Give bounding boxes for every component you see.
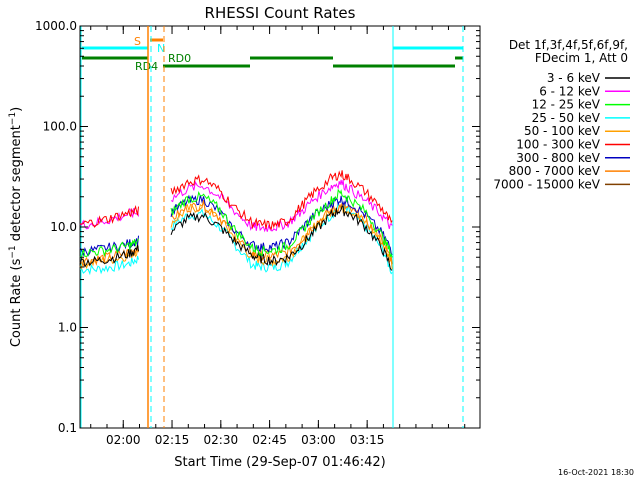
series-line — [79, 179, 393, 233]
legend-entry-label: 25 - 50 keV — [532, 111, 601, 125]
x-tick-label: 03:15 — [350, 433, 385, 447]
y-tick-label: 100.0 — [43, 120, 77, 134]
legend-entry-label: 6 - 12 keV — [539, 84, 601, 98]
x-tick-label: 02:45 — [252, 433, 287, 447]
legend-entry-label: 100 - 300 keV — [516, 138, 600, 152]
legend-entry-label: 12 - 25 keV — [532, 98, 601, 112]
x-tick-label: 02:00 — [106, 433, 141, 447]
y-axis-label: Count Rate (s−1 detector segment−1) — [8, 107, 24, 347]
legend-entry-label: 7000 - 15000 keV — [493, 177, 600, 191]
timestamp-text: 16-Oct-2021 18:30 — [558, 468, 634, 477]
flag-rd4-label: RD4 — [135, 60, 158, 73]
legend-entry-label: 800 - 7000 keV — [509, 164, 601, 178]
legend-entry-label: 50 - 100 keV — [524, 124, 601, 138]
legend-entry-label: 3 - 6 keV — [547, 71, 601, 85]
y-tick-label: 1.0 — [58, 321, 77, 335]
flag-rd0-label: RD0 — [168, 52, 191, 65]
x-axis-label: Start Time (29-Sep-07 01:46:42) — [174, 455, 385, 470]
y-tick-label: 0.1 — [58, 421, 77, 435]
x-tick-label: 02:30 — [204, 433, 239, 447]
series-line — [79, 205, 393, 271]
x-tick-label: 03:00 — [301, 433, 336, 447]
chart-title: RHESSI Count Rates — [205, 4, 356, 22]
flag-s-label: S — [134, 35, 141, 48]
series-line — [79, 188, 393, 259]
flag-n-label: N — [157, 42, 165, 55]
plot-frame — [79, 25, 481, 429]
y-tick-label: 1000.0 — [35, 19, 77, 33]
y-tick-label: 10.0 — [50, 220, 77, 234]
legend-header-line-1: Det 1f,3f,4f,5f,6f,9f, — [509, 38, 628, 52]
series-line — [80, 170, 393, 231]
legend-header-line-2: FDecim 1, Att 0 — [535, 51, 628, 65]
x-tick-label: 02:15 — [155, 433, 190, 447]
legend-entry-label: 300 - 800 keV — [516, 151, 600, 165]
series-line — [79, 194, 393, 257]
